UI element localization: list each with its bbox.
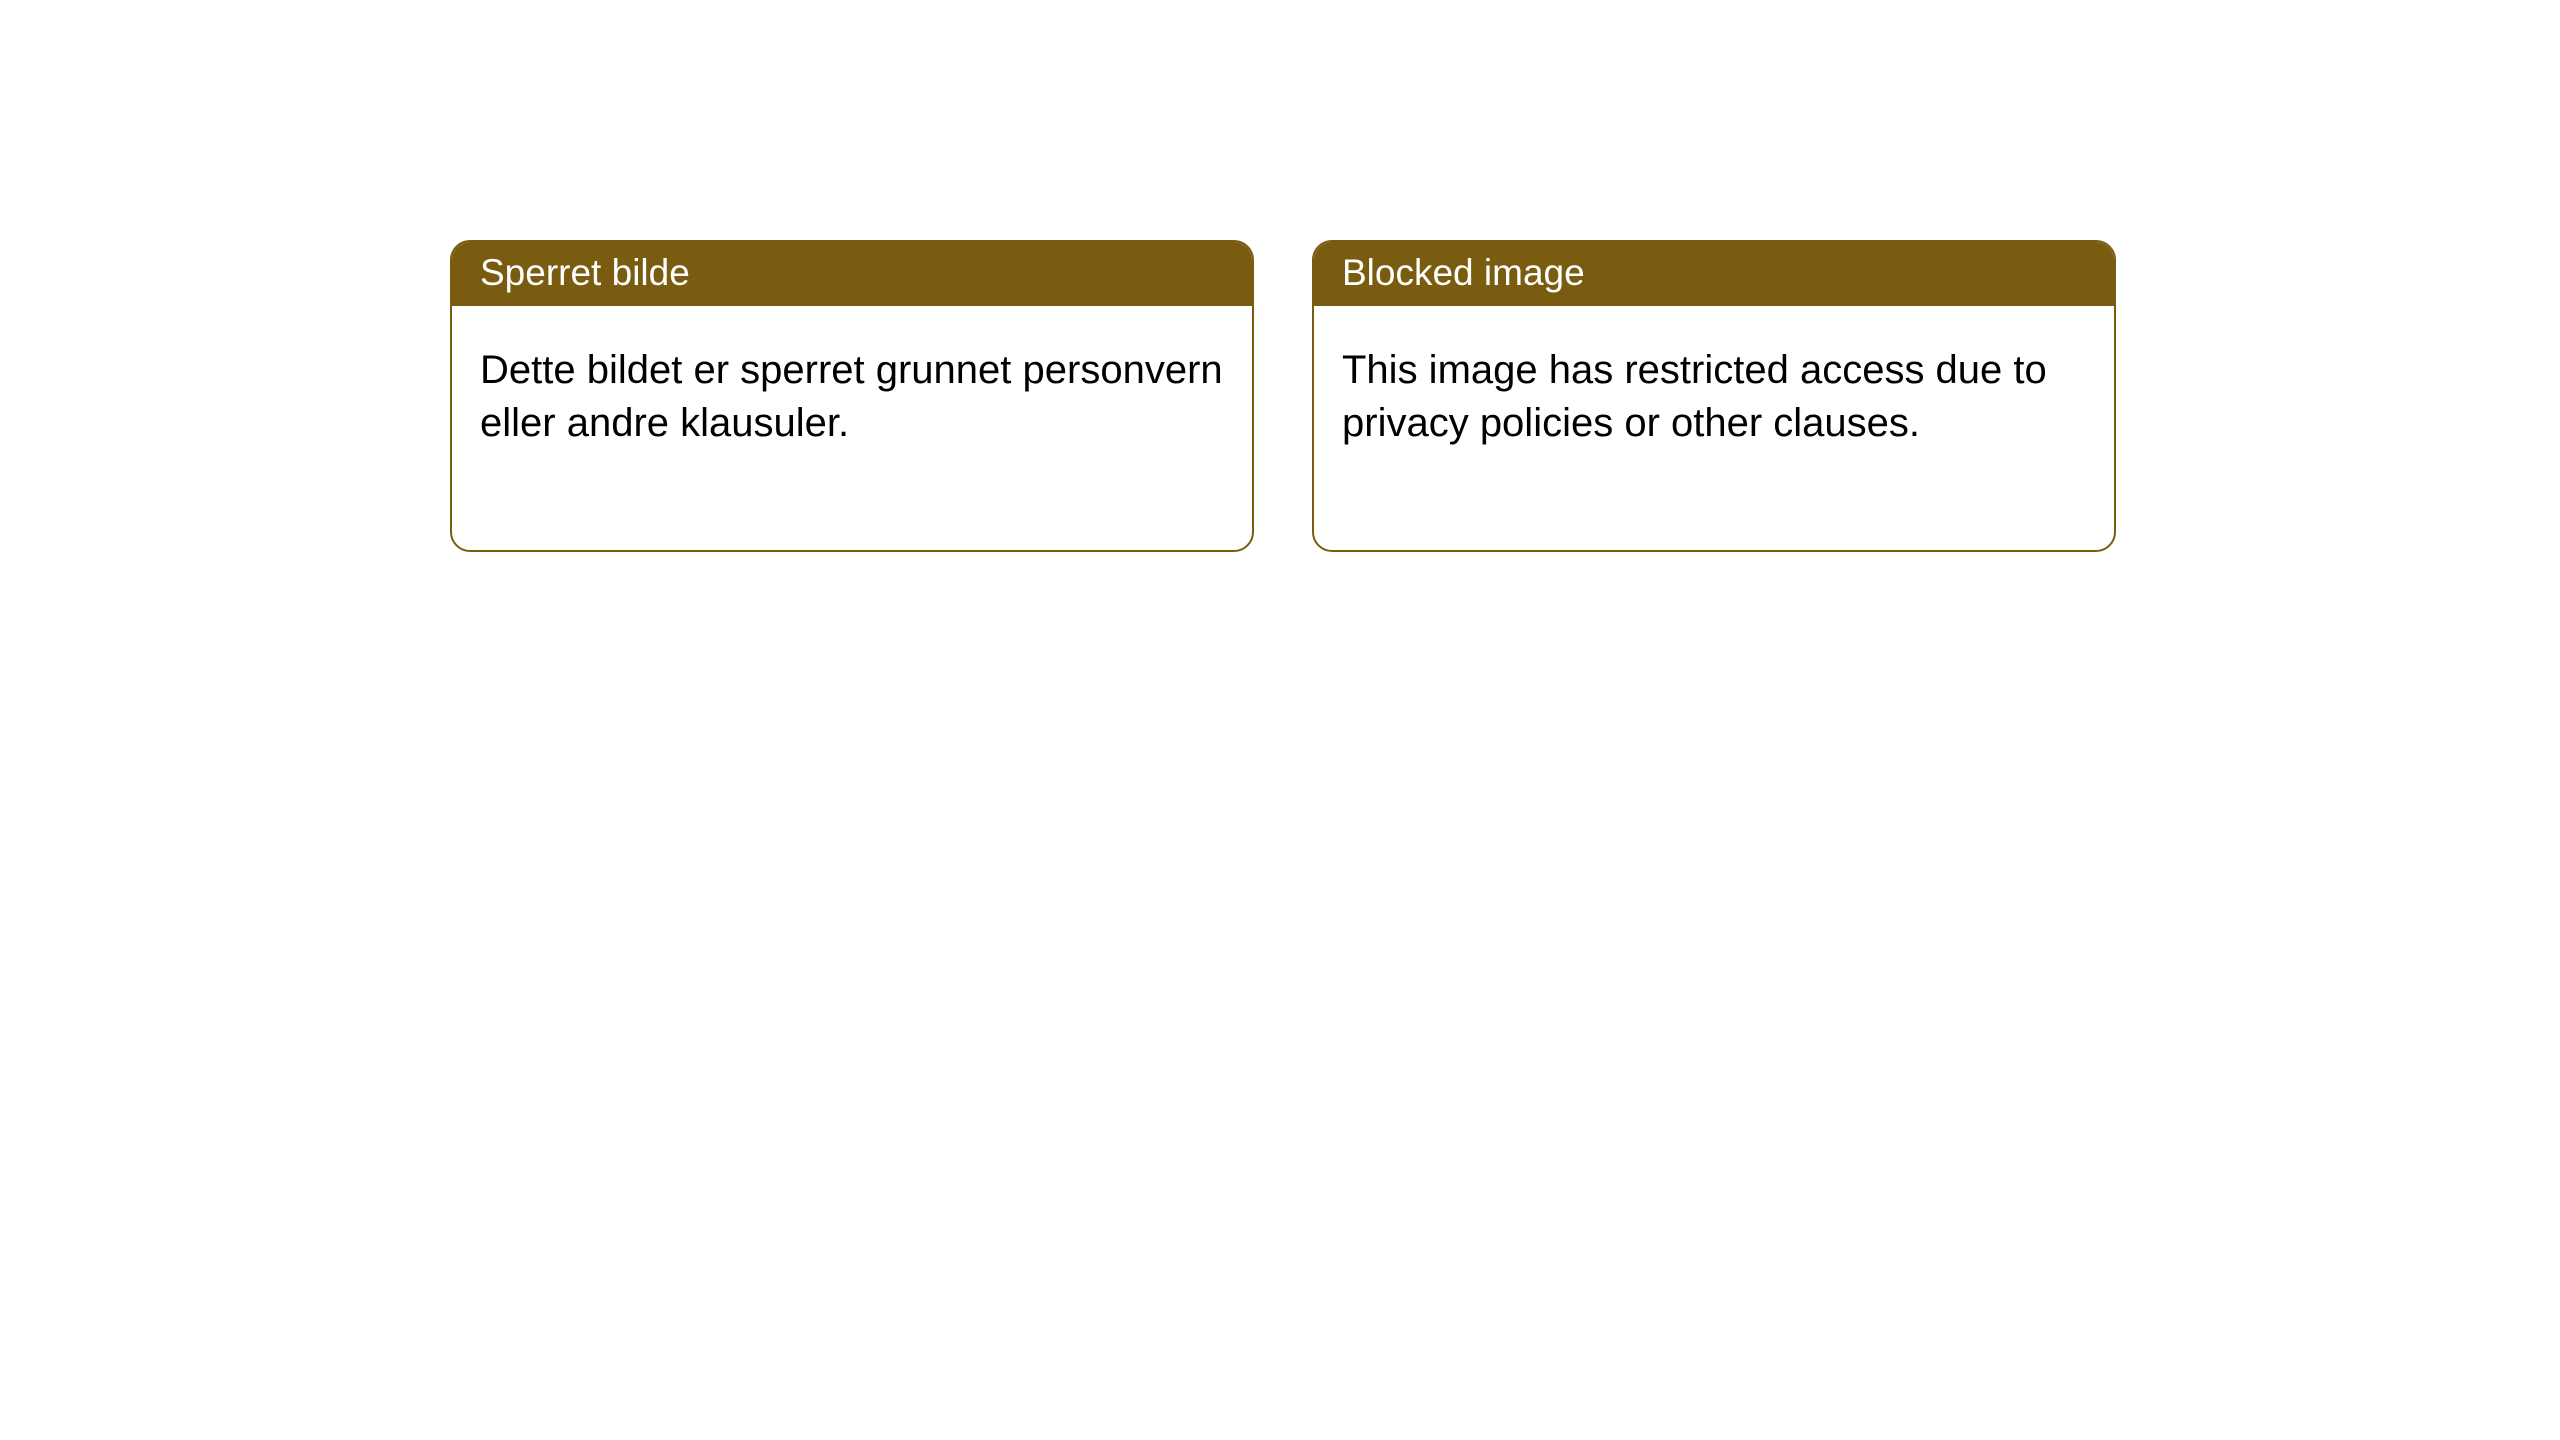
blocked-image-card-english: Blocked image This image has restricted … bbox=[1312, 240, 2116, 552]
card-text-english: This image has restricted access due to … bbox=[1342, 348, 2047, 445]
card-body-english: This image has restricted access due to … bbox=[1314, 306, 2114, 498]
card-body-norwegian: Dette bildet er sperret grunnet personve… bbox=[452, 306, 1252, 550]
blocked-image-card-norwegian: Sperret bilde Dette bildet er sperret gr… bbox=[450, 240, 1254, 552]
card-title-norwegian: Sperret bilde bbox=[480, 252, 690, 293]
notice-cards-container: Sperret bilde Dette bildet er sperret gr… bbox=[450, 240, 2116, 552]
card-header-english: Blocked image bbox=[1314, 242, 2114, 306]
card-text-norwegian: Dette bildet er sperret grunnet personve… bbox=[480, 348, 1223, 445]
card-header-norwegian: Sperret bilde bbox=[452, 242, 1252, 306]
card-title-english: Blocked image bbox=[1342, 252, 1585, 293]
